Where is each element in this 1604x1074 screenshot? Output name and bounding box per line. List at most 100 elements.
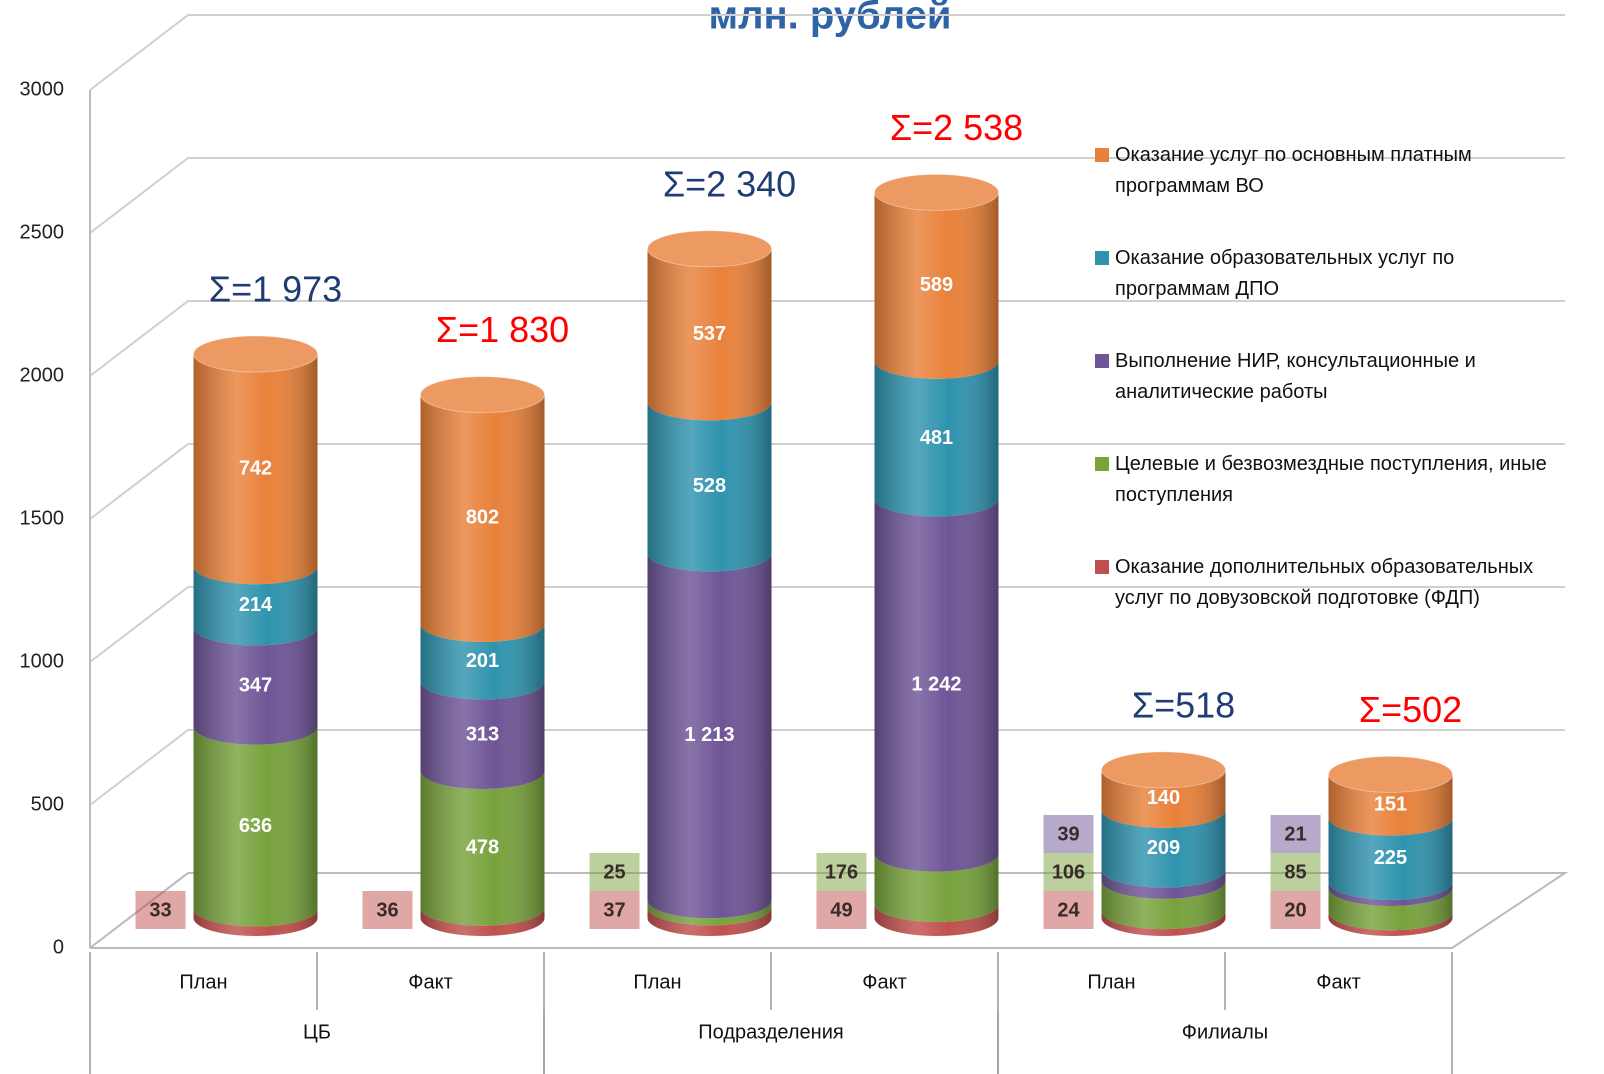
segment-shade — [1328, 817, 1453, 900]
y-tick-label: 1000 — [20, 650, 65, 672]
cylinder-top-shine — [1328, 756, 1453, 793]
segment-shade — [193, 354, 318, 585]
value-label-box — [816, 891, 867, 929]
segment-shade — [1101, 880, 1226, 930]
value-label: 225 — [1374, 847, 1407, 869]
segment-shade — [193, 627, 318, 745]
value-label-box — [589, 891, 640, 929]
value-label: 528 — [693, 475, 726, 497]
value-label: 21 — [1284, 823, 1306, 845]
y-tick-label: 0 — [53, 936, 64, 958]
segment-shade — [874, 192, 999, 379]
total-annotation: Σ=502 — [1359, 689, 1462, 730]
value-label-box — [362, 891, 413, 929]
legend-label: Оказание образовательных услуг по програ… — [1115, 247, 1455, 300]
segment-shade — [193, 908, 318, 936]
value-label: 742 — [239, 457, 272, 479]
value-label: 33 — [149, 899, 171, 921]
value-label: 151 — [1374, 793, 1407, 815]
y-tick-label: 1500 — [20, 507, 65, 529]
value-label-box — [135, 891, 186, 929]
value-label: 140 — [1147, 787, 1180, 809]
value-label: 24 — [1057, 899, 1080, 921]
y-tick-label: 3000 — [20, 78, 65, 100]
legend-swatch — [1095, 457, 1109, 471]
segment-shade — [420, 770, 545, 926]
value-label-box — [1270, 815, 1321, 853]
cylinder-top — [1328, 755, 1453, 793]
value-label-box — [1270, 853, 1321, 891]
value-label: 25 — [603, 861, 625, 883]
cylinder-top — [1101, 751, 1226, 789]
legend-item: Целевые и безвозмездные поступления, ины… — [1095, 449, 1565, 511]
cylinder-top — [874, 173, 999, 211]
segment-shade — [874, 360, 999, 517]
value-label: 214 — [239, 594, 273, 616]
value-label: 636 — [239, 815, 272, 837]
legend-swatch — [1095, 148, 1109, 162]
value-label: 347 — [239, 674, 272, 696]
group-label: Филиалы — [1182, 1021, 1268, 1043]
segment-shade — [1328, 887, 1453, 931]
cylinder-top — [647, 230, 772, 268]
x-tick-label: План — [1087, 971, 1135, 993]
segment-shade — [874, 853, 999, 922]
segment-shade — [647, 907, 772, 936]
legend-swatch — [1095, 560, 1109, 574]
segment-shade — [420, 623, 545, 700]
grid-line — [89, 586, 1565, 663]
cylinder-top — [193, 335, 318, 373]
x-tick-label: План — [179, 971, 227, 993]
segment-shade — [193, 726, 318, 927]
value-label-box — [1043, 891, 1094, 929]
cylinder-top-shine — [874, 174, 999, 211]
x-tick-label: Факт — [1316, 971, 1360, 993]
segment-shade — [1101, 869, 1226, 899]
value-label: 36 — [376, 899, 398, 921]
value-label-box — [1270, 891, 1321, 929]
group-label: ЦБ — [303, 1021, 331, 1043]
segment-shade — [647, 553, 772, 919]
value-label: 37 — [603, 899, 625, 921]
segment-shade — [1328, 881, 1453, 906]
value-label-box — [589, 853, 640, 891]
y-tick-label: 500 — [31, 793, 64, 815]
y-tick-label: 2000 — [20, 364, 65, 386]
cylinder-top-shine — [193, 336, 318, 373]
value-label: 39 — [1057, 823, 1079, 845]
value-label: 85 — [1284, 861, 1306, 883]
segment-shade — [420, 681, 545, 789]
value-label: 176 — [825, 861, 858, 883]
legend-label: Оказание услуг по основным платным прогр… — [1115, 144, 1472, 197]
y-tick-label: 2500 — [20, 221, 65, 243]
legend-item: Оказание образовательных услуг по програ… — [1095, 243, 1565, 305]
segment-shade — [874, 903, 999, 936]
segment-shade — [647, 900, 772, 926]
group-label: Подразделения — [698, 1021, 843, 1043]
legend-swatch — [1095, 354, 1109, 368]
value-label: 1 213 — [684, 724, 734, 746]
grid-line — [89, 300, 1565, 377]
segment-shade — [647, 248, 772, 421]
value-label: 201 — [466, 650, 499, 672]
segment-shade — [1101, 769, 1226, 828]
legend-item: Оказание дополнительных образовательных … — [1095, 552, 1565, 614]
grid-line — [89, 14, 1565, 91]
x-tick-label: Факт — [862, 971, 906, 993]
segment-shade — [1101, 911, 1226, 936]
segment-shade — [647, 402, 772, 572]
cylinder-top-shine — [647, 230, 772, 267]
total-annotation: Σ=2 538 — [890, 107, 1023, 148]
segment-shade — [420, 907, 545, 936]
cylinder-top-shine — [420, 376, 545, 413]
segment-shade — [1101, 809, 1226, 888]
value-label-box — [1043, 815, 1094, 853]
segment-shade — [420, 394, 545, 642]
value-label: 209 — [1147, 837, 1180, 859]
segment-shade — [1328, 774, 1453, 836]
legend-label: Целевые и безвозмездные поступления, ины… — [1115, 453, 1547, 506]
segment-shade — [1328, 912, 1453, 936]
value-label: 313 — [466, 724, 499, 746]
